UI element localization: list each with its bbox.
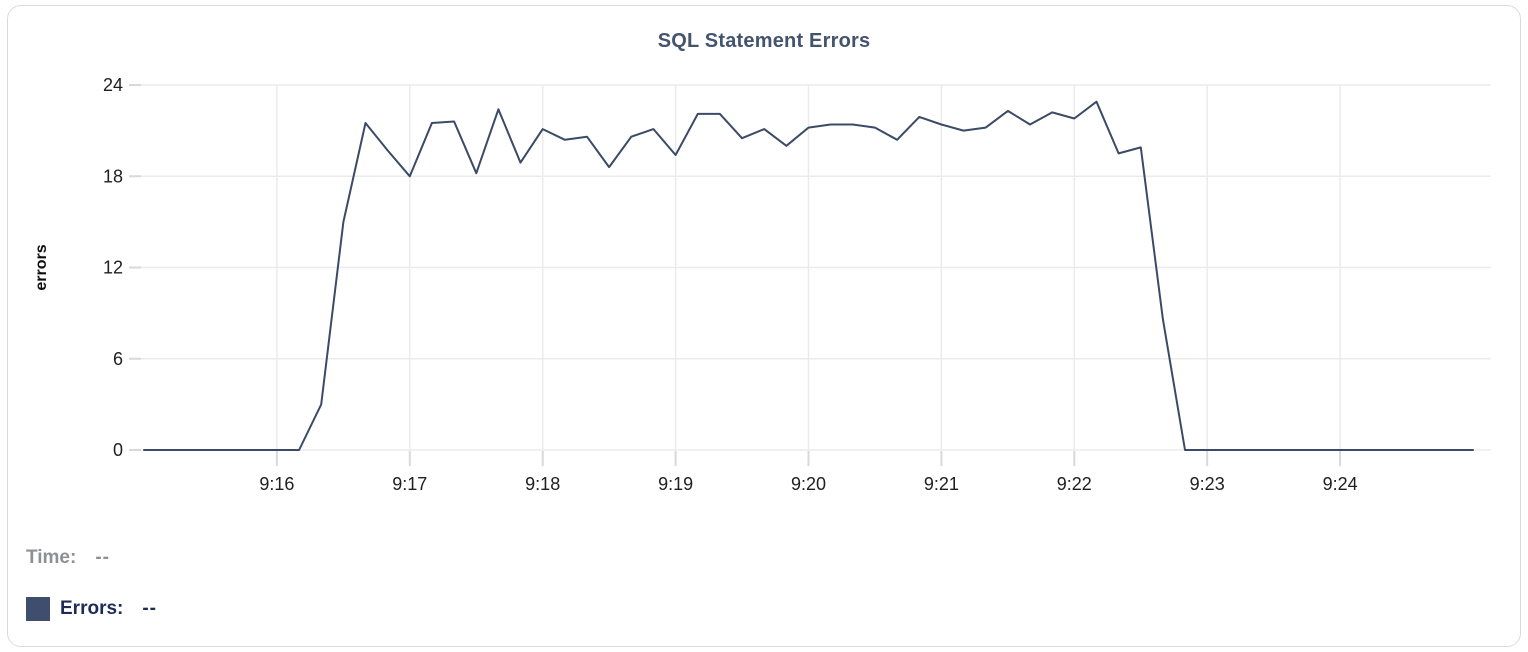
y-tick-label: 24: [103, 75, 123, 95]
x-tick-label: 9:18: [525, 474, 560, 494]
time-readout-row: Time: --: [26, 547, 110, 569]
x-tick-label: 9:22: [1057, 474, 1092, 494]
errors-value: --: [142, 598, 158, 619]
chart-title-wrap: SQL Statement Errors: [8, 30, 1520, 53]
x-tick-label: 9:21: [924, 474, 959, 494]
chart-title-text: SQL Statement Errors: [657, 30, 871, 52]
errors-series-swatch[interactable]: [26, 597, 50, 621]
y-axis-title: errors: [33, 244, 50, 290]
x-tick-label: 9:17: [392, 474, 427, 494]
y-tick-label: 18: [103, 166, 123, 186]
chart-title[interactable]: SQL Statement Errors: [658, 30, 871, 53]
y-tick-label: 0: [113, 440, 123, 460]
chart-card: SQL Statement Errors 0 6 12 18 24 9:16 9:17 9:1…: [7, 5, 1521, 647]
time-label: Time:: [26, 547, 77, 568]
y-tick-label: 6: [113, 349, 123, 369]
errors-label: Errors:: [60, 598, 124, 619]
x-tick-label: 9:24: [1323, 474, 1358, 494]
time-value: --: [95, 547, 110, 568]
errors-series-line: [143, 100, 1474, 451]
x-tick-label: 9:20: [791, 474, 826, 494]
errors-legend-row[interactable]: Errors: --: [26, 597, 157, 621]
x-tick-label: 9:19: [658, 474, 693, 494]
x-tick-label: 9:16: [259, 474, 294, 494]
x-tick-label: 9:23: [1190, 474, 1225, 494]
y-tick-label: 12: [103, 258, 123, 278]
plot-area[interactable]: 0 6 12 18 24 9:16 9:17 9:18 9:19 9:20 9:21 9:22 9:23…: [8, 6, 1520, 511]
errors-chart-svg: 0 6 12 18 24 9:16 9:17 9:18 9:19 9:20 9:21 9:22 9:23…: [33, 75, 1491, 494]
